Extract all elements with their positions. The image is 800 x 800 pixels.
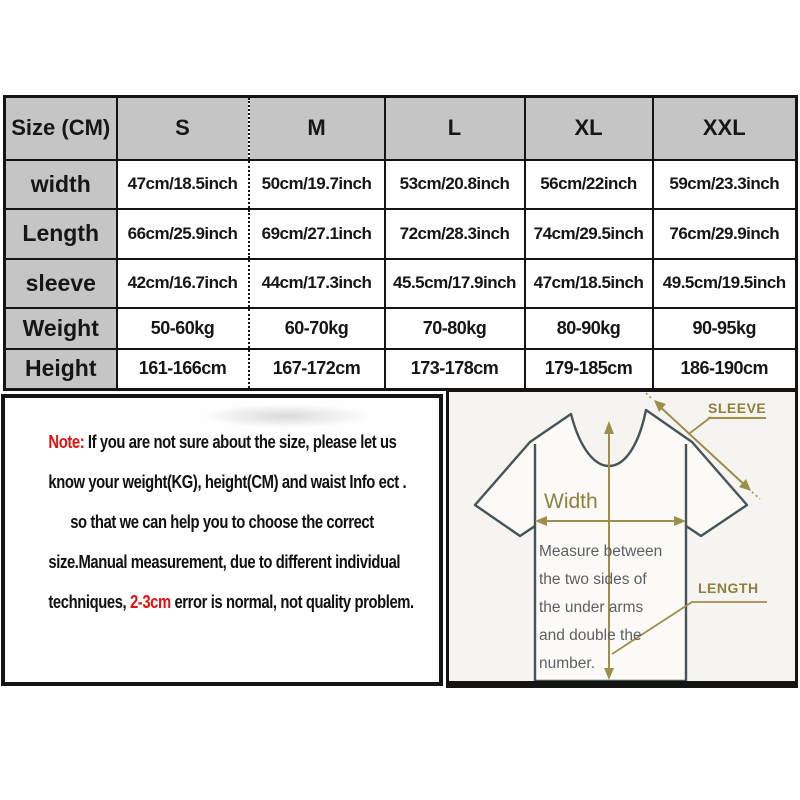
size-cell: 44cm/17.3inch xyxy=(247,257,386,309)
length-pointer-line xyxy=(611,601,767,655)
size-cell: 42cm/16.7inch xyxy=(115,257,250,309)
measure-line: the under arms xyxy=(539,599,644,616)
table-row-sleeve: sleeve 42cm/16.7inch 44cm/17.3inch 45.5c… xyxy=(3,257,798,309)
error-range-highlight: 2-3cm xyxy=(129,591,171,612)
row-label-sleeve: sleeve xyxy=(3,257,118,309)
tshirt-diagram-graphic xyxy=(473,392,767,681)
size-cell: 161-166cm xyxy=(115,347,250,391)
header-size-xxl: XXL xyxy=(651,95,798,161)
sleeve-pointer-line xyxy=(689,416,712,434)
width-arrow xyxy=(535,516,686,526)
note-line-4: size.Manual measurement, due to differen… xyxy=(48,551,401,572)
size-cell: 76cm/29.9inch xyxy=(651,207,798,260)
note-line-3: so that we can help you to choose the co… xyxy=(70,511,374,532)
width-label: Width xyxy=(544,490,598,513)
sleeve-arrow xyxy=(645,392,761,500)
note-line-1-text: If you are not sure about the size, plea… xyxy=(84,431,397,452)
note-line-5-pre: techniques, xyxy=(48,591,130,612)
size-cell: 59cm/23.3inch xyxy=(651,158,798,210)
size-cell: 72cm/28.3inch xyxy=(383,207,526,260)
size-cell: 74cm/29.5inch xyxy=(523,207,654,260)
measure-line: the two sides of xyxy=(539,571,647,588)
measure-line: Measure between xyxy=(539,543,663,560)
size-cell: 56cm/22inch xyxy=(523,158,654,210)
sizing-note-box: Note: If you are not sure about the size… xyxy=(1,394,443,686)
size-cell: 186-190cm xyxy=(651,347,798,391)
measure-line: and double the xyxy=(539,627,642,644)
size-cell: 60-70kg xyxy=(247,306,386,350)
size-table: Size (CM) S M L XL XXL width 47cm/18.5in… xyxy=(3,95,798,391)
measure-line: number. xyxy=(539,655,596,672)
table-header-row: Size (CM) S M L XL XXL xyxy=(3,95,798,161)
tshirt-outline xyxy=(473,408,749,681)
header-size-m: M xyxy=(247,95,386,161)
size-cell: 50cm/19.7inch xyxy=(247,158,386,210)
sleeve-label: SLEEVE xyxy=(708,400,767,419)
note-label: Note: xyxy=(48,431,85,452)
header-size-cm: Size (CM) xyxy=(3,95,118,161)
size-cell: 47cm/18.5inch xyxy=(523,257,654,309)
row-label-width: width xyxy=(3,158,118,210)
note-line-5-post: error is normal, not quality problem. xyxy=(170,591,414,612)
size-cell: 53cm/20.8inch xyxy=(383,158,526,210)
header-size-l: L xyxy=(383,95,526,161)
size-cell: 47cm/18.5inch xyxy=(115,158,250,210)
note-line-1: Note: If you are not sure about the size… xyxy=(48,422,397,462)
length-label: LENGTH xyxy=(698,580,759,596)
scan-smudge xyxy=(200,404,370,428)
row-label-weight: Weight xyxy=(3,306,118,350)
header-size-xl: XL xyxy=(523,95,654,161)
length-arrow xyxy=(604,421,614,680)
size-cell: 179-185cm xyxy=(523,347,654,391)
table-row-width: width 47cm/18.5inch 50cm/19.7inch 53cm/2… xyxy=(3,158,798,210)
table-row-height: Height 161-166cm 167-172cm 173-178cm 179… xyxy=(3,347,798,391)
size-cell: 70-80kg xyxy=(383,306,526,350)
note-text: Note: If you are not sure about the size… xyxy=(5,422,439,622)
width-measure-instructions: Measure between the two sides of the und… xyxy=(539,538,699,678)
row-label-length: Length xyxy=(3,207,118,260)
size-cell: 45.5cm/17.9inch xyxy=(383,257,526,309)
size-cell: 167-172cm xyxy=(247,347,386,391)
row-label-height: Height xyxy=(3,347,118,391)
measurement-diagram: SLEEVE LENGTH Width Measure between the … xyxy=(446,389,798,688)
size-cell: 50-60kg xyxy=(115,306,250,350)
size-cell: 80-90kg xyxy=(523,306,654,350)
table-row-length: Length 66cm/25.9inch 69cm/27.1inch 72cm/… xyxy=(3,207,798,260)
header-size-s: S xyxy=(115,95,250,161)
table-row-weight: Weight 50-60kg 60-70kg 70-80kg 80-90kg 9… xyxy=(3,306,798,350)
size-cell: 90-95kg xyxy=(651,306,798,350)
note-line-5: techniques, 2-3cm error is normal, not q… xyxy=(48,582,414,622)
size-cell: 49.5cm/19.5inch xyxy=(651,257,798,309)
size-cell: 173-178cm xyxy=(383,347,526,391)
size-cell: 66cm/25.9inch xyxy=(115,207,250,260)
size-cell: 69cm/27.1inch xyxy=(247,207,386,260)
note-line-2: know your weight(KG), height(CM) and wai… xyxy=(48,471,407,492)
